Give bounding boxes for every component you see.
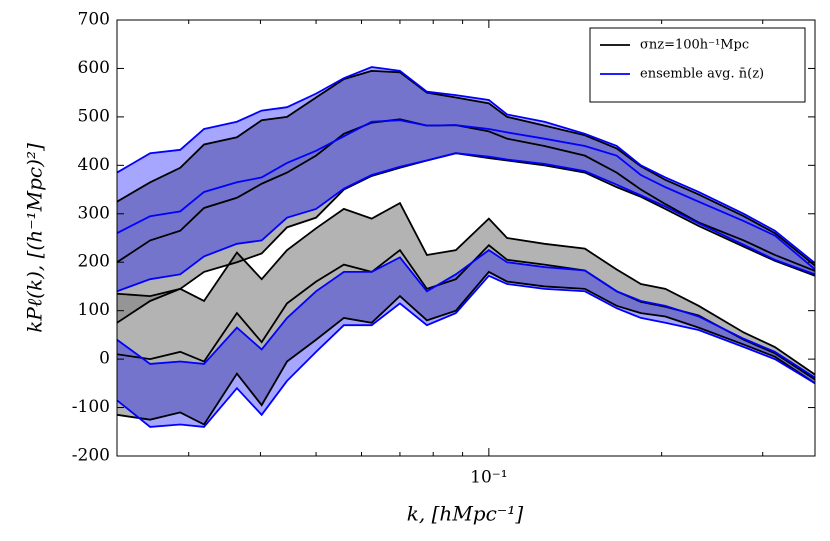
band-line <box>117 201 815 376</box>
y-tick-label: 500 <box>78 106 110 126</box>
y-tick-label: 0 <box>99 349 110 369</box>
band-line <box>117 119 815 271</box>
y-tick-label: -200 <box>72 446 110 466</box>
x-axis-label: k, [hMpc⁻¹] <box>407 502 524 526</box>
plot-area <box>117 66 815 428</box>
y-tick-label: 700 <box>78 10 110 30</box>
band-line <box>117 270 815 426</box>
legend-label: σnz=100h⁻¹Mpc <box>640 38 749 53</box>
band-fill <box>117 250 815 427</box>
y-tick-label: 100 <box>78 300 110 320</box>
band-fill <box>117 66 815 292</box>
band-line <box>117 152 815 293</box>
legend: σnz=100h⁻¹Mpc ensemble avg. n̄(z) <box>589 27 806 103</box>
plot-frame <box>116 19 816 457</box>
y-tick-label: 400 <box>78 155 110 175</box>
y-axis-label: kPℓ(k), [(h⁻¹Mpc)²] <box>23 143 47 333</box>
legend-box <box>589 27 806 103</box>
band-line <box>117 249 815 379</box>
band-fill <box>117 70 815 323</box>
x-tick-label: 10⁻¹ <box>470 468 507 488</box>
y-tick-label: 200 <box>78 252 110 272</box>
band-line <box>117 69 815 267</box>
band-fill <box>117 203 815 425</box>
legend-label: ensemble avg. n̄(z) <box>640 67 764 82</box>
y-tick-label: 300 <box>78 203 110 223</box>
y-tick-label: 600 <box>78 58 110 78</box>
band-line <box>117 274 815 428</box>
y-tick-label: -100 <box>72 397 110 417</box>
band-line <box>117 66 815 264</box>
